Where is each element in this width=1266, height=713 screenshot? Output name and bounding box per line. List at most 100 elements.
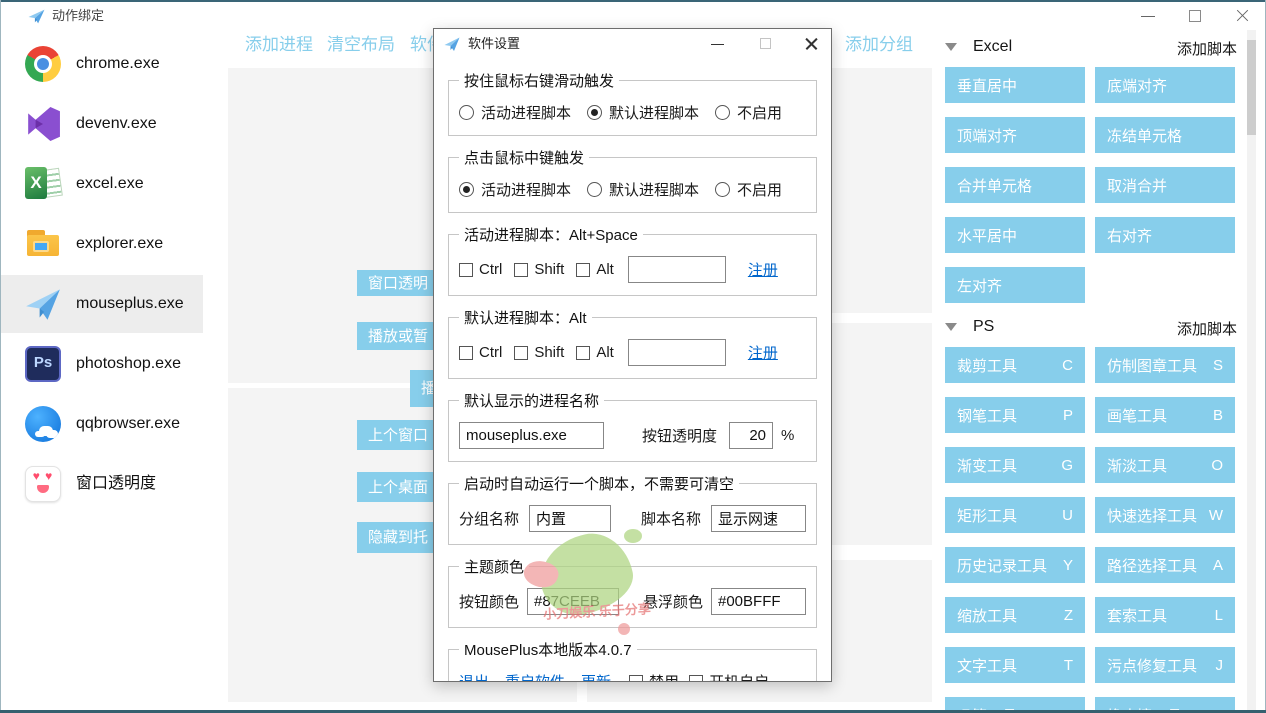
update-link[interactable]: 更新 [581,671,611,681]
sidebar-item-devenv[interactable]: devenv.exe [1,95,203,153]
script-button-label: 污点修复工具 [1107,657,1198,675]
radio-label: 活动进程脚本 [481,182,572,199]
radio-label: 默认进程脚本 [609,182,700,199]
script-button[interactable]: 钢笔工具 P [945,397,1085,433]
script-button-label: 快速选择工具 [1107,507,1198,525]
default-hotkey-input[interactable] [627,339,726,366]
script-button[interactable]: 播放或暂 [357,322,447,350]
restart-link[interactable]: 重启软件 [505,671,565,681]
script-button-key: L [1214,606,1223,624]
default-process-input[interactable] [459,422,604,449]
maximize-icon [1189,10,1201,22]
checkbox-ctrl[interactable] [459,262,473,277]
scrollbar-thumb[interactable] [1247,40,1256,135]
window-border-left [0,0,1,713]
scrollbar-track[interactable] [1247,30,1256,710]
script-button[interactable]: 历史记录工具 Y [945,547,1085,583]
script-button[interactable]: 渐变工具 G [945,447,1085,483]
script-button-label: 套索工具 [1107,607,1168,625]
sidebar-item-mouseplus[interactable]: mouseplus.exe [1,275,203,333]
script-button[interactable]: 取消合并 [1095,167,1235,203]
script-button[interactable]: 文字工具 T [945,647,1085,683]
script-button[interactable]: 快速选择工具 W [1095,497,1235,533]
group-legend: MousePlus本地版本4.0.7 [464,642,632,659]
script-button-label: 底端对齐 [1107,77,1168,95]
dialog-maximize-button[interactable] [748,29,782,59]
nav-add-process[interactable]: 添加进程 [245,35,313,54]
sidebar-item-excel[interactable]: X excel.exe [1,155,203,213]
button-color-label: 按钮颜色 [459,594,520,611]
autorun-group-input[interactable] [529,505,611,532]
register-link[interactable]: 注册 [747,262,778,279]
checkbox-alt[interactable] [576,262,591,277]
close-button[interactable] [1222,2,1262,30]
script-button[interactable]: 垂直居中 [945,67,1085,103]
button-color-input[interactable] [527,588,619,615]
script-button[interactable]: 矩形工具 U [945,497,1085,533]
script-button[interactable]: 上个桌面 [357,472,447,502]
dialog-close-button[interactable] [794,29,828,59]
add-script-link[interactable]: 添加脚本 [1176,41,1237,58]
hover-color-input[interactable] [711,588,806,615]
script-button[interactable]: 冻结单元格 [1095,117,1235,153]
opacity-input[interactable] [729,422,774,449]
script-button[interactable]: 上个窗口 [357,420,447,450]
script-button[interactable]: 底端对齐 [1095,67,1235,103]
sidebar-item-chrome[interactable]: chrome.exe [1,35,203,93]
script-button[interactable]: 画笔工具 B [1095,397,1235,433]
sidebar-item-window-opacity[interactable]: ♥ ♥ 窗口透明度 [1,455,203,513]
checkbox-shift[interactable] [514,262,529,277]
script-button[interactable]: 仿制图章工具 S [1095,347,1235,383]
group-legend: 点击鼠标中键触发 [464,150,585,167]
script-button[interactable]: 右对齐 [1095,217,1235,253]
add-script-link[interactable]: 添加脚本 [1176,321,1237,338]
checkbox-autostart[interactable] [689,674,704,681]
collapse-triangle-icon[interactable] [945,323,957,331]
script-button[interactable]: 套索工具 L [1095,597,1235,633]
autorun-script-input[interactable] [711,505,806,532]
register-link[interactable]: 注册 [747,345,778,362]
exit-link[interactable]: 退出 [459,671,489,681]
dialog-minimize-button[interactable] [700,29,734,59]
sidebar-item-qqbrowser[interactable]: qqbrowser.exe [1,395,203,453]
script-button[interactable]: 顶端对齐 [945,117,1085,153]
radio-active-script[interactable] [459,182,474,197]
maximize-button[interactable] [1175,2,1215,30]
sidebar-item-photoshop[interactable]: Ps photoshop.exe [1,335,203,393]
script-button[interactable]: 水平居中 [945,217,1085,253]
script-button[interactable]: 左对齐 [945,267,1085,303]
radio-default-script[interactable] [587,105,603,120]
radio-disabled[interactable] [715,105,731,120]
script-button[interactable]: 渐淡工具 O [1095,447,1235,483]
radio-disabled[interactable] [715,182,731,197]
checkbox-alt[interactable] [576,345,591,360]
radio-default-script[interactable] [587,182,603,197]
nav-clear-layout[interactable]: 清空布局 [327,35,395,54]
group-right-drag-trigger: 按住鼠标右键滑动触发 活动进程脚本 默认进程脚本 不启用 [448,70,817,136]
script-button-label: 右对齐 [1107,227,1153,245]
sidebar-item-label: devenv.exe [76,115,157,132]
checkbox-ctrl[interactable] [459,345,473,360]
visual-studio-icon [25,106,61,142]
script-button-key: T [1063,656,1073,674]
script-button[interactable]: 窗口透明 [357,270,447,296]
sidebar-item-explorer[interactable]: explorer.exe [1,215,203,273]
nav-add-group[interactable]: 添加分组 [845,35,913,54]
sidebar-item-label: explorer.exe [76,235,164,252]
excel-icon: X [25,166,63,202]
script-button-label: 缩放工具 [957,607,1018,625]
script-button-key: A [1212,556,1223,574]
script-button[interactable]: 合并单元格 [945,167,1085,203]
script-button[interactable]: 隐藏到托 [357,522,447,553]
active-hotkey-input[interactable] [627,256,726,283]
group-header-excel: Excel 添加脚本 [945,38,1237,58]
checkbox-shift[interactable] [514,345,529,360]
script-button[interactable]: 缩放工具 Z [945,597,1085,633]
script-button[interactable]: 裁剪工具 C [945,347,1085,383]
checkbox-disable[interactable] [629,674,644,681]
minimize-button[interactable] [1128,2,1168,30]
collapse-triangle-icon[interactable] [945,43,957,51]
script-button[interactable]: 污点修复工具 J [1095,647,1235,683]
script-button[interactable]: 路径选择工具 A [1095,547,1235,583]
radio-active-script[interactable] [459,105,474,120]
